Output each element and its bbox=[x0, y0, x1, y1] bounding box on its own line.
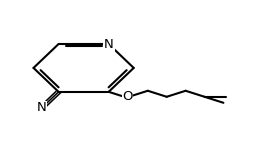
Text: N: N bbox=[104, 38, 114, 51]
Text: O: O bbox=[122, 90, 133, 103]
Text: N: N bbox=[37, 101, 47, 114]
